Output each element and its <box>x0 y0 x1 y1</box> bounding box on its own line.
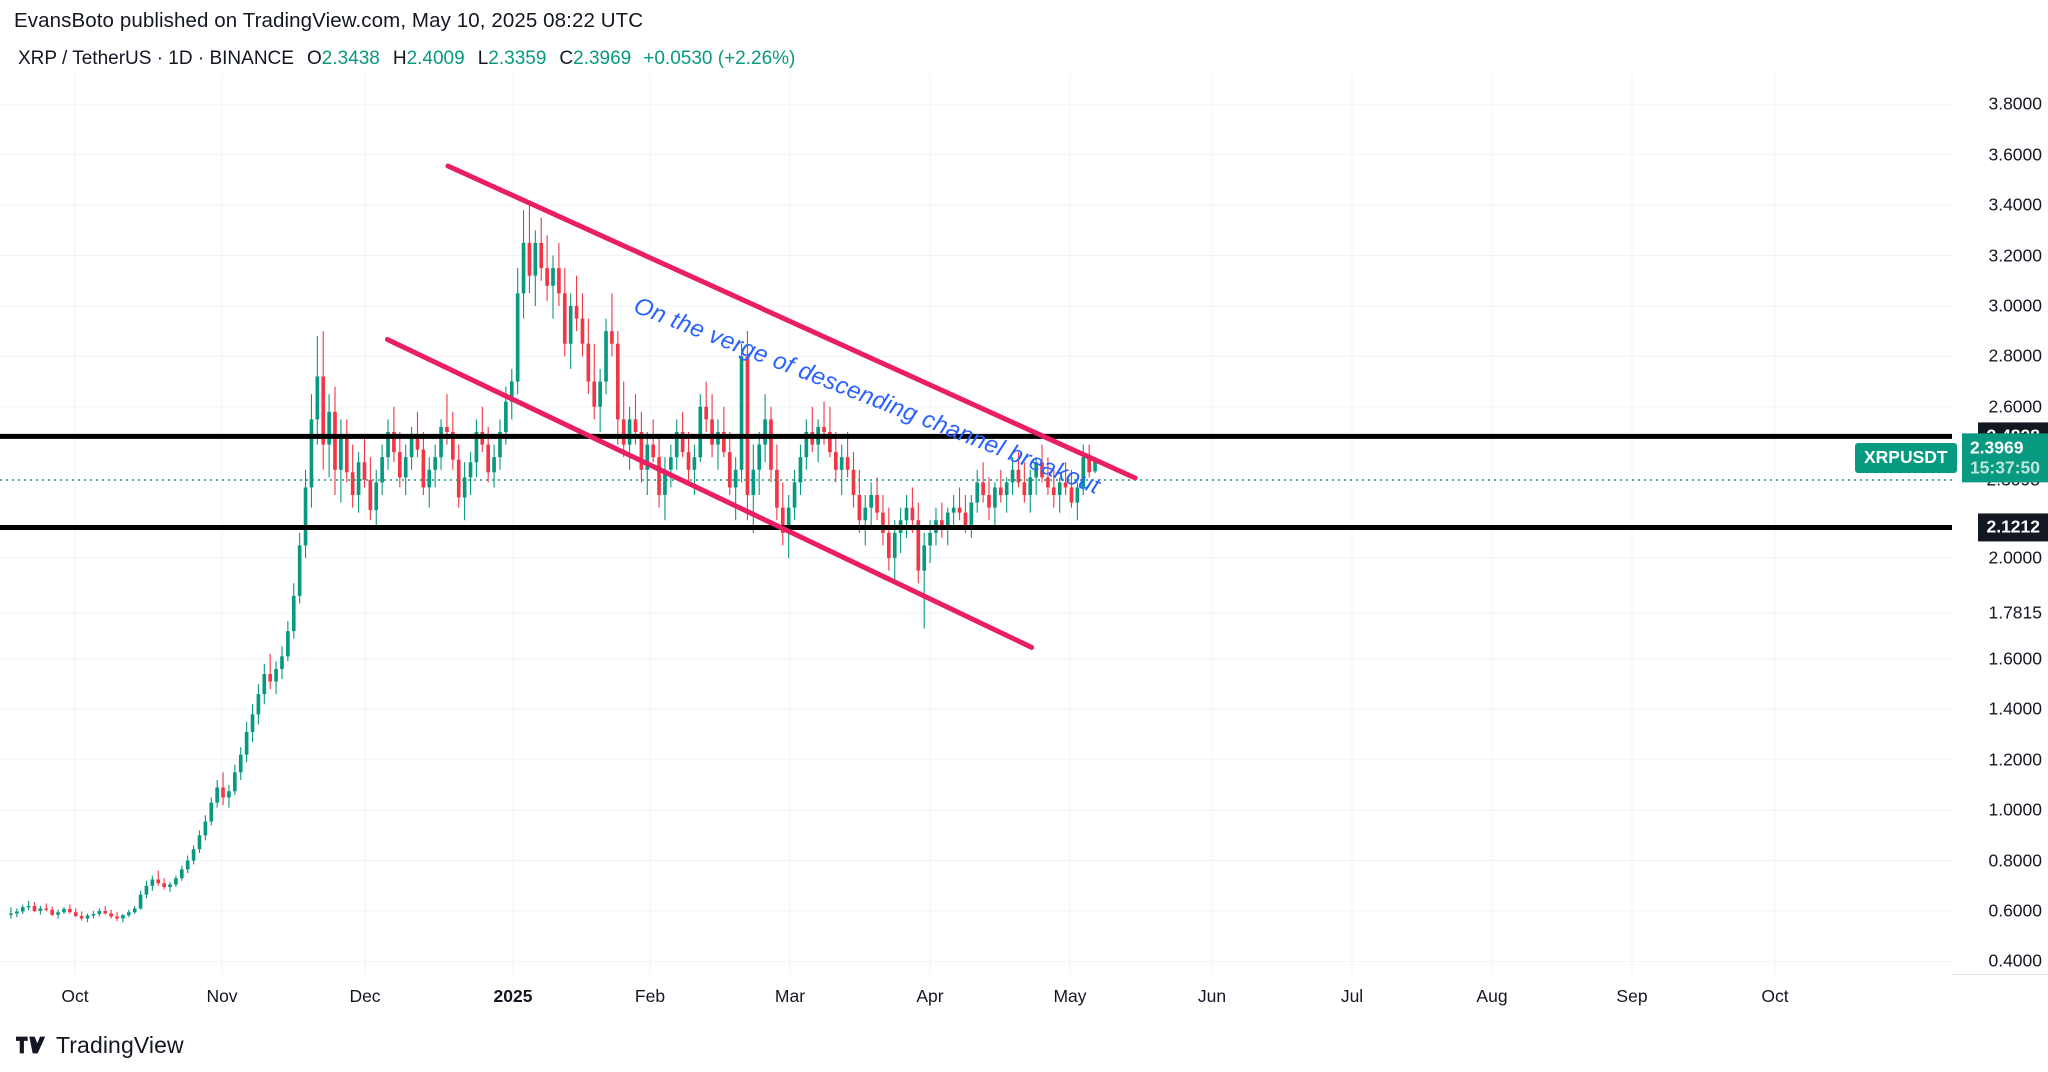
legend-high-label: H <box>392 48 407 69</box>
price-tick-3.2000: 3.2000 <box>1988 245 2042 265</box>
time-tick-2025: 2025 <box>493 986 533 1006</box>
price-tick-3.8000: 3.8000 <box>1988 93 2042 114</box>
price-tick-0.8000: 0.8000 <box>1988 850 2042 871</box>
price-tick-1.0000: 1.0000 <box>1988 799 2042 820</box>
grid-layer <box>0 74 1952 974</box>
legend-low: L2.3359 <box>478 48 547 70</box>
legend-close: C2.3969 <box>559 48 631 70</box>
legend-close-label: C <box>559 48 574 69</box>
support-price-badge[interactable]: 2.1212 <box>1978 513 2048 542</box>
tradingview-logo[interactable]: TradingView <box>16 1032 184 1059</box>
time-tick-Sep: Sep <box>1616 986 1648 1006</box>
time-tick-May: May <box>1053 986 1087 1006</box>
time-tick-Nov: Nov <box>206 986 238 1006</box>
legend-low-label: L <box>477 48 489 69</box>
chart-plot-area[interactable]: On the verge of descending channel break… <box>0 74 1952 974</box>
time-tick-Dec: Dec <box>349 986 381 1006</box>
price-tick-1.4000: 1.4000 <box>1988 698 2042 719</box>
price-tick-3.6000: 3.6000 <box>1988 144 2042 165</box>
price-tick-3.0000: 3.0000 <box>1988 295 2042 316</box>
legend-open-label: O <box>306 48 322 69</box>
price-scale[interactable]: 0.4000 0.6000 0.8000 1.0000 1.2000 1.4000 1.60… <box>1952 74 2048 974</box>
legend-high-value: 2.4009 <box>406 48 465 69</box>
legend-high: H2.4009 <box>393 48 465 70</box>
price-tick-1.7815: 1.7815 <box>1988 602 2042 623</box>
time-tick-Aug: Aug <box>1476 986 1508 1006</box>
price-tick-2.8000: 2.8000 <box>1988 345 2042 366</box>
candlestick-series <box>9 205 1097 923</box>
time-tick-Mar: Mar <box>774 986 806 1006</box>
legend-open-value: 2.3438 <box>321 48 380 69</box>
current-price-badge[interactable]: 2.3969 15:37:50 <box>1961 433 2048 483</box>
time-scale[interactable]: Oct Nov Dec 2025 Feb Mar Apr May Jun Jul Aug Sep Oct <box>0 974 1952 1018</box>
time-tick-Oct: Oct <box>1761 986 1789 1006</box>
price-tick-2.0000: 2.0000 <box>1988 547 2042 568</box>
symbol-price-pill[interactable]: XRPUSDT <box>1855 442 1957 473</box>
published-text: EvansBoto published on TradingView.com, … <box>14 9 644 32</box>
legend-symbol[interactable]: XRP / TetherUS · 1D · BINANCE <box>18 48 294 69</box>
legend-change: +0.0530 (+2.26%) <box>643 48 796 69</box>
legend-low-value: 2.3359 <box>488 48 547 69</box>
time-tick-Feb: Feb <box>634 986 666 1006</box>
published-header: EvansBoto published on TradingView.com, … <box>0 0 2048 42</box>
tradingview-wordmark: TradingView <box>56 1031 184 1058</box>
price-tick-0.6000: 0.6000 <box>1988 900 2042 921</box>
legend-open: O2.3438 <box>307 48 380 70</box>
price-tick-0.4000: 0.4000 <box>1988 950 2042 971</box>
time-tick-Apr: Apr <box>916 986 944 1006</box>
price-tick-3.4000: 3.4000 <box>1988 194 2042 215</box>
chart-legend[interactable]: XRP / TetherUS · 1D · BINANCE O2.3438 H2… <box>18 48 795 70</box>
drawings-overlay[interactable] <box>0 74 1952 974</box>
footer-bar: TradingView <box>0 1018 2048 1072</box>
price-tick-2.6000: 2.6000 <box>1988 396 2042 417</box>
time-tick-Oct: Oct <box>61 986 89 1006</box>
tradingview-mark-icon <box>16 1036 46 1054</box>
legend-close-value: 2.3969 <box>573 48 632 69</box>
price-tick-1.2000: 1.2000 <box>1988 749 2042 770</box>
price-tick-1.6000: 1.6000 <box>1988 648 2042 669</box>
price-countdown: 15:37:50 <box>1969 457 2040 478</box>
time-tick-Jun: Jun <box>1197 986 1227 1006</box>
time-tick-Jul: Jul <box>1340 986 1364 1006</box>
